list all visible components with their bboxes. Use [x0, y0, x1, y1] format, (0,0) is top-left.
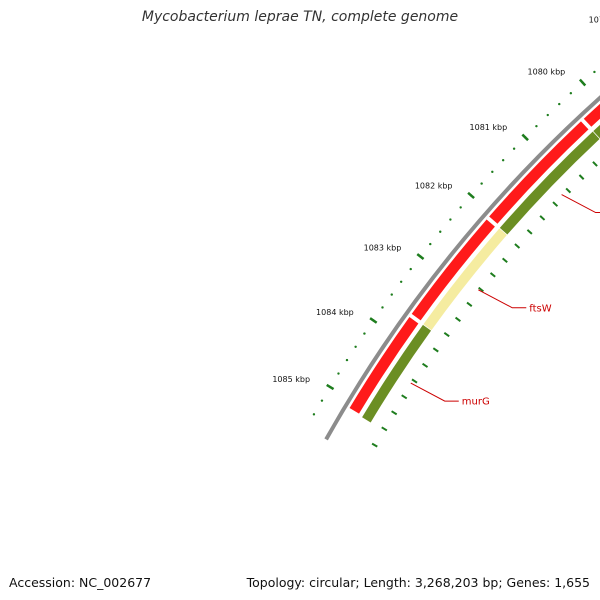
inner-tick-mark: [443, 331, 450, 338]
inner-tick-mark: [381, 426, 388, 432]
genome-summary-text: Topology: circular; Length: 3,268,203 bp…: [244, 575, 592, 590]
gene-feature-ftsW: [423, 228, 507, 331]
gene-labels: murEmurFmraYmurDftsWmurG: [410, 194, 600, 408]
inner-tick-mark: [371, 442, 378, 448]
gene-feature-mraY: [593, 124, 600, 139]
tick-label: 1084 kbp: [316, 308, 354, 317]
major-tick-mark: [578, 78, 587, 87]
minor-tick-dot: [363, 332, 366, 335]
inner-tick-mark: [432, 347, 439, 353]
minor-tick-dot: [320, 399, 324, 402]
inner-tick-mark: [466, 301, 473, 307]
minor-tick-dots: [312, 70, 596, 416]
inner-tick-mark: [501, 257, 508, 264]
tick-label: 1081 kbp: [470, 123, 508, 132]
gene-label-ftsW: ftsW: [529, 303, 551, 314]
inner-tick-mark: [411, 378, 418, 384]
minor-tick-dot: [381, 306, 384, 309]
cds-feature-mraY: [583, 103, 600, 127]
minor-tick-dot: [390, 293, 393, 296]
cds-feature-murD: [489, 121, 589, 224]
tick-label: 1080 kbp: [528, 67, 566, 76]
minor-tick-dot: [512, 147, 516, 150]
major-tick-mark: [416, 253, 425, 260]
major-tick-mark: [369, 317, 378, 324]
inner-tick-mark: [592, 161, 598, 167]
inner-tick-mark: [401, 394, 408, 400]
inner-tick-mark: [421, 362, 429, 368]
inner-tick-mark: [526, 229, 533, 235]
gene-label-leader: [478, 289, 527, 309]
tick-label: 1082 kbp: [415, 182, 453, 191]
tick-label: 1079 kbp: [589, 15, 600, 24]
inner-tick-mark: [565, 187, 572, 194]
gene-feature-murD: [499, 131, 600, 235]
minor-tick-dot: [429, 242, 432, 246]
cds-track: [349, 103, 600, 414]
minor-tick-dot: [449, 218, 452, 221]
inner-tick-mark: [454, 316, 461, 322]
gene-label-leader: [561, 194, 600, 214]
minor-tick-dot: [480, 182, 483, 185]
minor-tick-dot: [399, 280, 403, 283]
minor-tick-dot: [312, 413, 316, 416]
genome-title: Mycobacterium leprae TN, complete genome: [141, 9, 459, 25]
minor-tick-dot: [459, 206, 462, 209]
inner-tick-mark: [514, 243, 521, 249]
inner-tick-mark: [539, 215, 546, 221]
accession-text: Accession: NC_002677: [7, 575, 154, 590]
minor-tick-dot: [439, 230, 442, 233]
cds-feature-ftsW: [411, 219, 495, 321]
tick-label: 1085 kbp: [272, 375, 310, 384]
inner-tick-mark: [552, 201, 559, 207]
gene-label-murG: murG: [462, 397, 490, 408]
inner-tick-mark: [578, 174, 585, 180]
minor-tick-dot: [569, 92, 573, 95]
backbone-arc: [324, 95, 600, 441]
minor-tick-dot: [409, 267, 412, 271]
minor-tick-dot: [501, 159, 505, 162]
major-tick-mark: [521, 133, 529, 142]
minor-tick-dot: [491, 170, 494, 174]
gene-track: [362, 124, 600, 423]
minor-tick-dot: [535, 124, 538, 128]
minor-tick-dot: [354, 345, 357, 348]
minor-tick-dot: [546, 113, 549, 117]
minor-tick-dot: [558, 102, 561, 106]
minor-tick-dot: [337, 372, 340, 375]
major-tick-mark: [467, 191, 475, 200]
major-tick-mark: [326, 383, 335, 391]
minor-tick-dot: [593, 70, 596, 74]
minor-tick-dot: [345, 358, 349, 362]
cds-feature-murG: [349, 317, 419, 414]
inner-tick-mark: [478, 286, 484, 293]
gene-label-leader: [410, 382, 459, 402]
tick-label: 1083 kbp: [364, 243, 402, 252]
gene-feature-murG: [362, 324, 432, 423]
inner-tick-mark: [489, 272, 496, 278]
inner-tick-mark: [391, 410, 398, 416]
